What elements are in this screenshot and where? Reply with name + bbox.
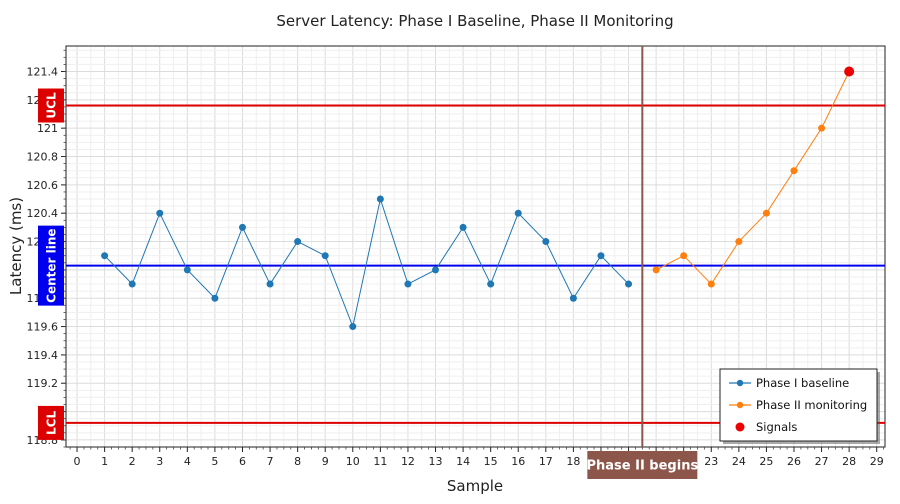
phase-boundary-tag-label: Phase II begins (586, 459, 698, 474)
y-tick-label: 120.6 (27, 179, 59, 192)
x-tick-label: 17 (539, 455, 553, 468)
x-tick-label: 10 (346, 455, 360, 468)
phase1-line (104, 197, 629, 329)
x-axis-title: Sample (447, 477, 503, 495)
lcl-tag-label: LCL (45, 411, 59, 435)
phase1-point (597, 252, 605, 260)
x-tick-label: 1 (101, 455, 108, 468)
x-tick-label: 26 (787, 455, 801, 468)
phase1-point (321, 252, 329, 260)
x-tick-label: 4 (184, 455, 191, 468)
center-tag-label: Center line (45, 228, 59, 302)
x-tick-label: 24 (732, 455, 746, 468)
x-tick-label: 5 (211, 455, 218, 468)
lcl-tag (38, 405, 64, 440)
phase1-point (404, 280, 412, 288)
phase1-point (156, 209, 164, 217)
x-tick-label: 2 (129, 455, 136, 468)
phase1-point (376, 195, 384, 203)
y-tick-label: 120.4 (27, 207, 59, 220)
phase2-point (707, 280, 715, 288)
phase1-point (542, 238, 550, 246)
phase2-point (790, 167, 798, 175)
x-tick-label: 8 (294, 455, 301, 468)
y-tick-label: 119.2 (27, 377, 59, 390)
legend-label-phase2: Phase II monitoring (756, 398, 867, 412)
y-tick-label: 119.4 (27, 349, 59, 362)
x-tick-label: 6 (239, 455, 246, 468)
phase2-point (652, 266, 660, 274)
phase2-point (818, 124, 826, 132)
phase1-point (101, 252, 109, 260)
plot-frame (65, 45, 886, 448)
legend-label-signals: Signals (756, 420, 797, 434)
y-axis-title: Latency (ms) (7, 197, 25, 295)
x-tick-label: 15 (484, 455, 498, 468)
x-tick-label: 27 (815, 455, 829, 468)
x-tick-label: 7 (267, 455, 274, 468)
grid (66, 46, 885, 448)
x-tick-label: 9 (322, 455, 329, 468)
phase2-point (762, 209, 770, 217)
signal-point (844, 66, 855, 77)
phase1-point (487, 280, 495, 288)
phase1-point (459, 223, 467, 231)
y-tick-label: 120.8 (27, 151, 59, 164)
legend-marker-phase1 (736, 379, 744, 387)
y-tick-label: 119.6 (27, 321, 59, 334)
phase1-point (266, 280, 274, 288)
phase1-point (569, 294, 577, 302)
y-tick-label: 121.4 (27, 66, 59, 79)
x-tick-label: 0 (74, 455, 81, 468)
ucl-tag-label: UCL (45, 92, 59, 119)
phase1-point (294, 238, 302, 246)
x-tick-label: 29 (870, 455, 884, 468)
phase2-point (735, 238, 743, 246)
ucl-tag (38, 88, 64, 123)
x-tick-label: 13 (429, 455, 443, 468)
center-tag (38, 225, 64, 306)
x-tick-label: 28 (842, 455, 856, 468)
x-tick-label: 25 (759, 455, 773, 468)
x-tick-label: 18 (566, 455, 580, 468)
reference-tags: UCL Center line LCL Phase II begins (38, 88, 698, 479)
phase2-point (680, 252, 688, 260)
chart-title: Server Latency: Phase I Baseline, Phase … (276, 12, 673, 30)
phase-boundary-tag (587, 451, 698, 479)
x-tick-label: 16 (511, 455, 525, 468)
phase1-point (183, 266, 191, 274)
phase1-point (514, 209, 522, 217)
data-series (101, 66, 855, 331)
phase2-line (655, 71, 850, 285)
x-tick-label: 3 (156, 455, 163, 468)
phase1-point (349, 323, 357, 331)
phase1-point (211, 294, 219, 302)
legend-marker-signals (735, 422, 745, 432)
x-tick-label: 12 (401, 455, 415, 468)
x-tick-label: 23 (704, 455, 718, 468)
legend-marker-phase2 (736, 401, 744, 409)
legend-label-phase1: Phase I baseline (756, 376, 849, 390)
x-tick-label: 14 (456, 455, 470, 468)
legend: Phase I baseline Phase II monitoring Sig… (719, 368, 880, 444)
phase1-point (625, 280, 633, 288)
phase1-point (128, 280, 136, 288)
phase1-point (238, 223, 246, 231)
x-tick-label: 11 (373, 455, 387, 468)
phase1-point (432, 266, 440, 274)
y-tick-label: 121 (37, 122, 58, 135)
